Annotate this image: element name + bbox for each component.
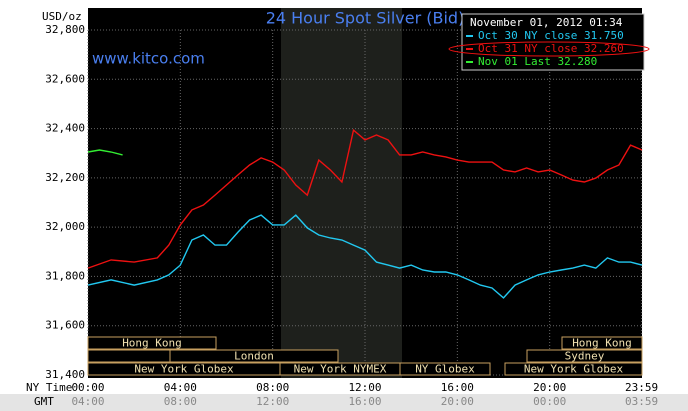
- session-label: New York Globex: [524, 363, 624, 376]
- session-label: Hong Kong: [122, 337, 182, 350]
- session-label: New York NYMEX: [294, 363, 387, 376]
- session-box: [87, 336, 217, 350]
- y-axis-label: USD/oz: [42, 10, 82, 23]
- y-tick-label: 32,400: [45, 122, 85, 135]
- x2-tick-label: 04:00: [71, 395, 104, 408]
- x2-axis-label: GMT: [34, 395, 54, 408]
- x2-tick-label: 12:00: [256, 395, 289, 408]
- y-tick-label: 31,400: [45, 368, 85, 381]
- session-box: [169, 349, 339, 363]
- legend-entry: Nov 01 Last 32.280: [478, 55, 597, 68]
- session-box: [504, 362, 643, 376]
- x2-tick-label: 00:00: [533, 395, 566, 408]
- session-label: Sydney: [565, 350, 605, 363]
- highlight-ellipse: [448, 41, 650, 57]
- y-tick-label: 32,200: [45, 171, 85, 184]
- series-line: [87, 149, 123, 156]
- chart-title: 24 Hour Spot Silver (Bid): [266, 9, 465, 28]
- x-tick-label: 16:00: [441, 381, 474, 394]
- x-tick-label: 20:00: [533, 381, 566, 394]
- legend-entry: Oct 30 NY close 31.750: [478, 29, 624, 42]
- x-tick-label: 08:00: [256, 381, 289, 394]
- y-tick-label: 32,800: [45, 23, 85, 36]
- x2-tick-label: 20:00: [441, 395, 474, 408]
- legend-entry: Oct 31 NY close 32.260: [478, 42, 624, 55]
- session-label: London: [234, 350, 274, 363]
- x-tick-label: 00:00: [71, 381, 104, 394]
- y-tick-label: 31,800: [45, 269, 85, 282]
- session-box: [561, 336, 643, 350]
- series-line: [87, 128, 643, 269]
- session-label: NY Globex: [415, 363, 475, 376]
- x-axis-label: NY Time: [26, 381, 72, 394]
- timestamp: November 01, 2012 01:34: [470, 16, 623, 29]
- y-tick-label: 31,600: [45, 319, 85, 332]
- session-box: [399, 362, 491, 376]
- x2-tick-label: 08:00: [164, 395, 197, 408]
- x-tick-label: 04:00: [164, 381, 197, 394]
- gmt-row: [0, 394, 688, 411]
- watermark: www.kitco.com: [92, 50, 205, 68]
- y-tick-label: 32,000: [45, 220, 85, 233]
- x-tick-label: 23:59: [625, 381, 658, 394]
- nymex-shade: [281, 8, 402, 378]
- x2-tick-label: 16:00: [348, 395, 381, 408]
- x2-tick-label: 03:59: [625, 395, 658, 408]
- session-label: New York Globex: [134, 363, 234, 376]
- session-label: Hong Kong: [572, 337, 632, 350]
- session-box: [526, 349, 643, 363]
- x-tick-label: 12:00: [348, 381, 381, 394]
- y-tick-label: 32,600: [45, 72, 85, 85]
- series-line: [87, 214, 643, 299]
